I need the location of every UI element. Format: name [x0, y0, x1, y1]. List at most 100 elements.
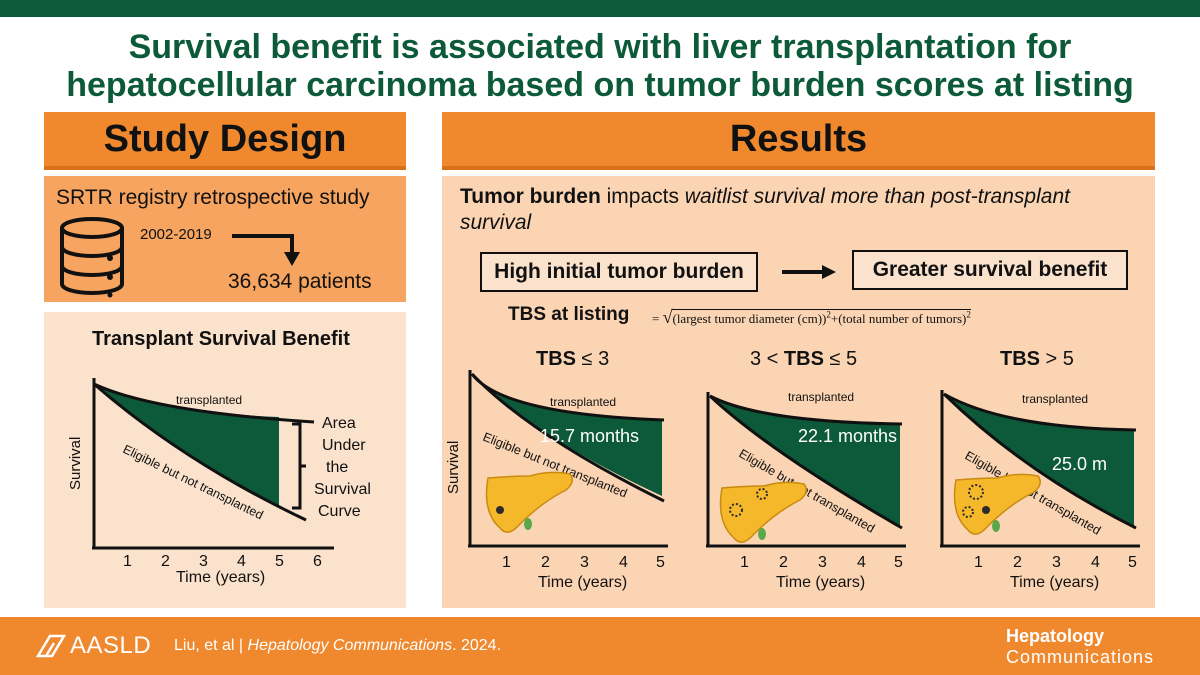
citation: Liu, et al | Hepatology Communications. … — [174, 637, 501, 655]
area-label-line: Area — [322, 415, 356, 432]
x-axis-label: Time (years) — [1010, 574, 1099, 591]
formula-term-a: (largest tumor diameter (cm)) — [672, 311, 827, 326]
tsb-x-tick: 5 — [275, 553, 284, 570]
x-tick: 4 — [1091, 554, 1100, 571]
results-summary: Tumor burden impacts waitlist survival m… — [460, 184, 1140, 236]
aasld-logo-icon — [36, 634, 66, 658]
area-label-line: the — [326, 459, 348, 476]
benefit-area — [710, 396, 900, 526]
y-axis-label: Survival — [445, 441, 462, 494]
citation-journal: Hepatology Communications — [247, 637, 453, 654]
formula-term-b: +(total number of tumors) — [830, 311, 967, 326]
title-line-1: Survival benefit is associated with live… — [128, 28, 1072, 66]
x-axis-label: Time (years) — [776, 574, 865, 591]
tbs-label: TBS at listing — [508, 304, 630, 325]
x-axis-label: Time (years) — [538, 574, 627, 591]
page-title: Survival benefit is associated with live… — [0, 28, 1200, 104]
area-bracket — [292, 422, 306, 510]
x-tick: 1 — [740, 554, 749, 571]
benefit-area — [472, 374, 662, 496]
x-tick: 4 — [619, 554, 628, 571]
tsb-x-tick: 6 — [313, 553, 322, 570]
summary-italic: waitlist survival more than post-transpl… — [460, 185, 1070, 234]
x-tick: 3 — [1052, 554, 1061, 571]
results-header: Results — [442, 112, 1155, 170]
tbs-formula: = √(largest tumor diameter (cm))2+(total… — [652, 307, 971, 328]
transplanted-label: transplanted — [550, 395, 616, 409]
x-tick: 2 — [1013, 554, 1022, 571]
panel-2-title: 3 < TBS ≤ 5 — [750, 348, 858, 370]
study-design-header: Study Design — [44, 112, 406, 170]
citation-year: . 2024. — [452, 637, 502, 654]
tsb-title: Transplant Survival Benefit — [92, 328, 350, 350]
formula-exp: 2 — [826, 309, 831, 320]
high-burden-box: High initial tumor burden — [480, 252, 758, 292]
arrow-icon — [232, 234, 300, 266]
database-icon — [60, 217, 124, 298]
panel-1-title: TBS ≤ 3 — [536, 348, 610, 370]
area-label-line: Under — [322, 437, 366, 454]
study-years: 2002-2019 — [140, 226, 212, 243]
benefit-value: 15.7 months — [540, 426, 639, 446]
liver-icon — [953, 473, 1041, 535]
transplanted-label: transplanted — [788, 390, 854, 404]
patient-count: 36,634 patients — [228, 270, 372, 293]
panel-3-title: TBS > 5 — [1000, 348, 1074, 370]
benefit-area — [944, 394, 1134, 526]
tsb-transplanted-curve — [93, 382, 315, 424]
study-type: SRTR registry retrospective study — [56, 186, 370, 209]
x-tick: 3 — [818, 554, 827, 571]
eligible-curve — [942, 392, 1137, 530]
x-tick: 3 — [580, 554, 589, 571]
x-tick: 2 — [541, 554, 550, 571]
tsb-diagram: transplanted Eligible but not transplant… — [67, 378, 371, 586]
footer: AASLD Liu, et al | Hepatology Communicat… — [0, 617, 1200, 675]
liver-icon — [719, 481, 807, 543]
tsb-y-label: Survival — [67, 437, 84, 490]
area-label-line: Curve — [318, 503, 361, 520]
tsb-x-label: Time (years) — [176, 569, 265, 586]
results-box: Tumor burden impacts waitlist survival m… — [442, 176, 1155, 608]
area-label-line: Survival — [314, 481, 371, 498]
summary-mid: impacts — [600, 185, 685, 208]
benefit-value: 22.1 months — [798, 426, 897, 446]
tsb-x-tick: 2 — [161, 553, 170, 570]
liver-icon — [485, 471, 573, 533]
tsb-eligible-curve — [93, 382, 307, 522]
summary-bold: Tumor burden — [460, 185, 601, 208]
aasld-logo-text: AASLD — [70, 632, 152, 659]
formula-exp: 2 — [966, 309, 971, 320]
benefit-value: 25.0 m — [1052, 454, 1107, 474]
panels-diagram: transplanted Eligible but not transplant… — [445, 370, 1140, 591]
survival-benefit-box: Greater survival benefit — [852, 250, 1128, 290]
transplanted-curve — [943, 392, 1137, 432]
tsb-transplanted-label: transplanted — [176, 393, 242, 407]
journal-brand-line-1: Hepatology — [1006, 626, 1105, 646]
x-tick: 5 — [656, 554, 665, 571]
citation-separator: | — [234, 637, 248, 654]
tsb-x-tick: 4 — [237, 553, 246, 570]
eligible-curve — [708, 394, 903, 530]
tsb-x-tick: 3 — [199, 553, 208, 570]
x-tick: 5 — [1128, 554, 1137, 571]
panel-3: transplanted Eligible but not transplant… — [940, 390, 1140, 591]
citation-authors: Liu, et al — [174, 637, 235, 654]
formula-radicand: (largest tumor diameter (cm))2+(total nu… — [672, 309, 971, 326]
transplanted-label: transplanted — [1022, 392, 1088, 406]
panel-2: transplanted Eligible but not transplant… — [706, 390, 906, 591]
eligible-curve — [470, 372, 665, 503]
top-bar — [0, 0, 1200, 17]
panel-1: transplanted Eligible but not transplant… — [445, 370, 668, 591]
x-tick: 1 — [502, 554, 511, 571]
x-tick: 1 — [974, 554, 983, 571]
right-arrow-icon — [782, 265, 836, 279]
x-tick: 2 — [779, 554, 788, 571]
x-tick: 4 — [857, 554, 866, 571]
tsb-x-tick: 1 — [123, 553, 132, 570]
study-design-box: SRTR registry retrospective study 2002-2… — [44, 176, 406, 302]
journal-brand-line-2: Communications — [1006, 647, 1155, 667]
x-tick: 5 — [894, 554, 903, 571]
transplanted-curve — [709, 394, 903, 426]
title-line-2: hepatocellular carcinoma based on tumor … — [66, 66, 1134, 104]
sqrt-icon: √ — [662, 307, 673, 327]
